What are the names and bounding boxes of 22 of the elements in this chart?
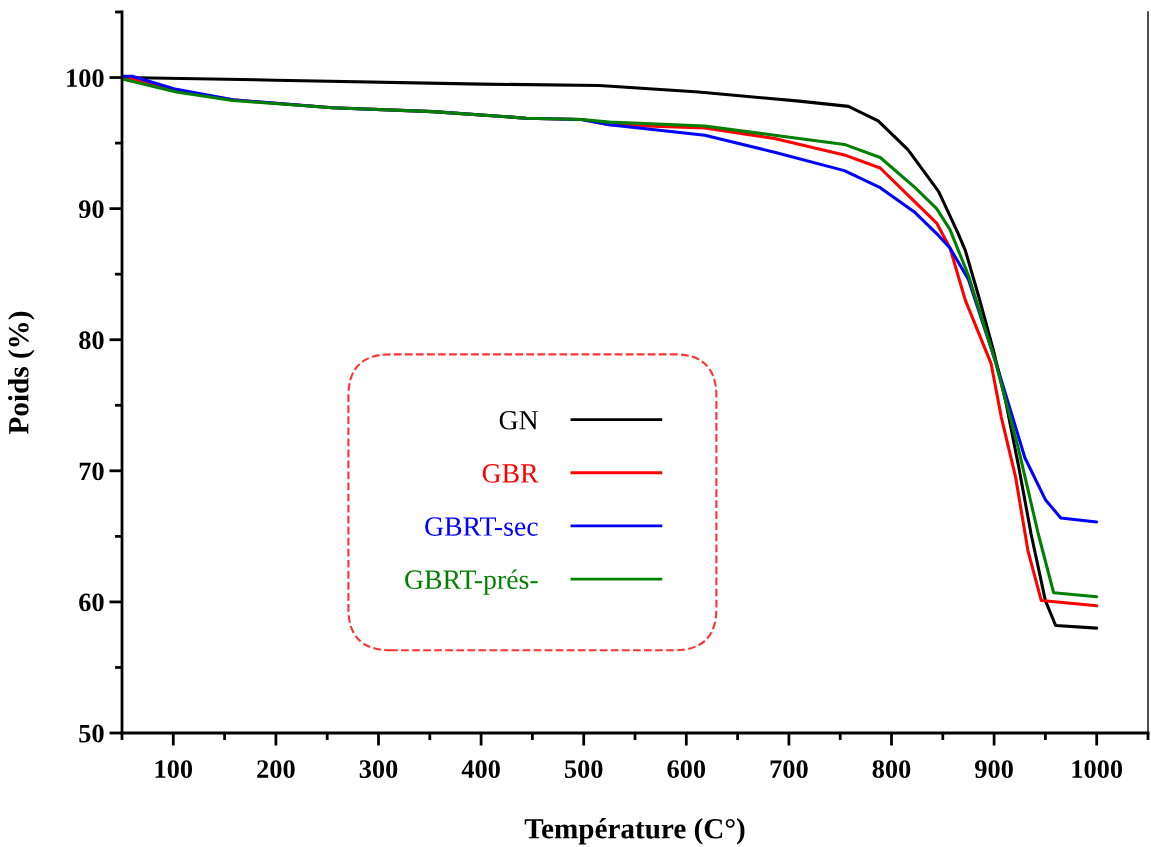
y-tick-label: 70 — [79, 462, 104, 481]
x-tick-label: 500 — [564, 760, 603, 778]
legend-label: GBR — [482, 464, 539, 483]
legend-label: GN — [499, 410, 538, 430]
y-tick-label: 50 — [79, 724, 104, 743]
x-tick-label: 200 — [257, 760, 295, 778]
y-tick-label: 100 — [67, 69, 104, 87]
legend-label: GBRT-prés- — [405, 569, 538, 595]
x-tick-label: 600 — [667, 760, 706, 778]
y-tick-label: 60 — [79, 593, 104, 612]
x-tick-label: 700 — [770, 760, 808, 778]
y-tick-label: 90 — [78, 200, 104, 219]
legend-label: GBRT-sec — [425, 517, 538, 536]
x-tick-label: 300 — [359, 760, 398, 778]
x-tick-label: 100 — [155, 760, 193, 778]
x-tick-label: 1000 — [1072, 760, 1123, 778]
x-tick-label: 400 — [461, 760, 500, 778]
y-axis-title: Poids (%) — [8, 311, 35, 434]
y-tick-label: 80 — [79, 331, 104, 350]
x-axis-title: Température (C°) — [524, 818, 745, 845]
x-tick-label: 800 — [872, 760, 911, 778]
x-tick-label: 900 — [975, 760, 1013, 778]
